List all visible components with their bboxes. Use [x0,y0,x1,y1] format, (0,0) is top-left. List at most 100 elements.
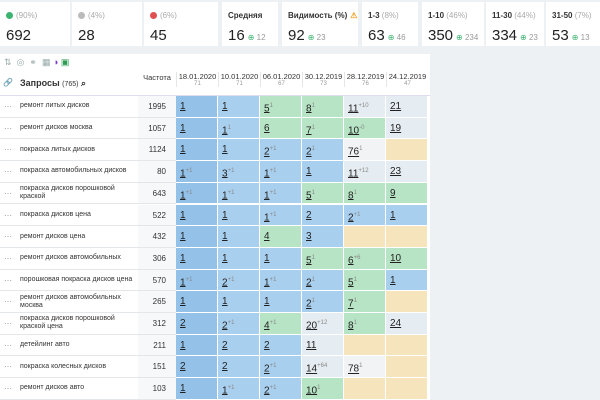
position-cell[interactable]: 1 [260,247,302,270]
row-menu[interactable]: ⋯ [0,270,16,292]
position-cell[interactable]: 1 [218,226,260,248]
position-cell[interactable]: 1 [218,291,260,313]
position-cell[interactable]: 1+1 [260,161,302,183]
row-menu[interactable]: ⋯ [0,378,16,400]
position-cell[interactable]: 1+1 [260,182,302,205]
position-cell[interactable]: 1 [176,247,218,270]
position-cell[interactable]: 51 [302,182,344,205]
position-cell[interactable]: 4 [260,226,302,248]
position-cell[interactable]: 81 [344,313,386,335]
stat-card[interactable]: (90%) 692 [0,2,70,46]
row-menu[interactable]: ⋯ [0,118,16,140]
position-cell[interactable]: 1 [386,204,428,227]
position-cell[interactable]: 21 [302,139,344,162]
query-text[interactable]: покраска дисков цена [16,205,138,227]
query-text[interactable]: ремонт дисков авто [16,378,138,400]
toolbar[interactable]: ⇅ ◎ ⚭ ▦ ◑ ▣ [4,57,70,67]
position-cell[interactable]: 2+1 [260,378,302,400]
metric-card[interactable]: 1-3 (8%) 63 ⊕ 46 [362,2,418,46]
query-text[interactable]: покраска автомобильных дисков [16,161,138,183]
position-cell[interactable]: 1+1 [260,204,302,227]
position-cell[interactable]: 2 [302,204,344,227]
row-menu[interactable]: ⋯ [0,161,16,183]
position-cell[interactable]: 51 [302,247,344,270]
date-header[interactable]: 18.01.2020 71 [176,72,218,87]
row-menu[interactable]: ⋯ [0,96,16,118]
position-cell[interactable]: 2 [176,356,218,379]
query-text[interactable]: ремонт дисков цена [16,226,138,248]
position-cell[interactable]: 1+1 [260,269,302,292]
position-cell[interactable]: 1 [176,96,218,118]
position-cell[interactable]: 4+1 [260,313,302,335]
position-cell[interactable]: 51 [260,96,302,118]
stat-card[interactable]: (6%) 45 [144,2,218,46]
position-cell[interactable]: 1+1 [176,182,218,205]
position-cell[interactable]: 11+10 [344,96,386,118]
row-menu[interactable]: ⋯ [0,335,16,357]
position-cell[interactable]: 1 [302,161,344,183]
position-cell[interactable]: 2 [218,356,260,379]
freq-header[interactable]: Частота [143,73,171,82]
position-cell[interactable]: 1+1 [218,378,260,400]
query-text[interactable]: ремонт дисков автомобильных [16,248,138,270]
position-cell[interactable]: 21 [302,269,344,292]
position-cell[interactable]: 2+1 [260,356,302,379]
row-menu[interactable]: ⋯ [0,139,16,162]
metric-card[interactable]: 1-10 (46%) 350 ⊕ 234 [422,2,484,46]
position-cell[interactable]: 51 [344,269,386,292]
metric-card[interactable]: 11-30 (44%) 334 ⊕ 23 [486,2,544,46]
position-cell[interactable]: 6+6 [344,247,386,270]
position-cell[interactable]: 2+1 [218,269,260,292]
position-cell[interactable]: 2+1 [260,139,302,162]
position-cell[interactable]: 21 [302,291,344,313]
position-cell[interactable]: 24 [386,313,428,335]
metric-card[interactable]: Средняя 16 ⊕ 12 [222,2,278,46]
row-menu[interactable]: ⋯ [0,313,16,335]
date-header[interactable]: 06.01.2020 67 [260,72,302,87]
date-header[interactable]: 28.12.2019 76 [344,72,386,87]
position-cell[interactable]: 1 [176,334,218,357]
row-menu[interactable]: ⋯ [0,226,16,248]
position-cell[interactable]: 71 [302,117,344,140]
position-cell[interactable]: 11 [302,334,344,357]
position-cell[interactable]: 1 [176,204,218,227]
position-cell[interactable]: 1 [218,96,260,118]
metric-card[interactable]: 31-50 (7%) 53 ⊕ 13 [546,2,600,46]
position-cell[interactable]: 1 [260,291,302,313]
date-header[interactable]: 10.01.2020 71 [218,72,260,87]
position-cell[interactable]: 2 [260,334,302,357]
row-menu[interactable]: ⋯ [0,205,16,227]
position-cell[interactable]: 1 [386,269,428,292]
row-menu[interactable]: ⋯ [0,291,16,313]
query-text[interactable]: ремонт литых дисков [16,96,138,118]
position-cell[interactable]: 71 [344,291,386,313]
row-menu[interactable]: ⋯ [0,248,16,270]
stat-card[interactable]: (4%) 28 [72,2,142,46]
row-menu[interactable]: ⋯ [0,356,16,379]
position-cell[interactable]: 2+1 [218,313,260,335]
query-header[interactable]: Запросы (765) ⌕ [20,78,87,88]
row-menu[interactable]: ⋯ [0,183,16,205]
position-cell[interactable]: 21 [386,96,428,118]
position-cell[interactable]: 1 [176,139,218,162]
position-cell[interactable]: 1 [218,247,260,270]
position-cell[interactable]: 2 [218,334,260,357]
position-cell[interactable]: 20+12 [302,313,344,335]
position-cell[interactable]: 1+1 [176,161,218,183]
position-cell[interactable]: 81 [302,96,344,118]
query-text[interactable]: детейлинг авто [16,335,138,357]
position-cell[interactable]: 10 [386,247,428,270]
date-header[interactable]: 30.12.2019 73 [302,72,344,87]
metric-card[interactable]: Видимость (%) ⚠ 92 ⊕ 23 [282,2,358,46]
position-cell[interactable]: 10-0 [344,117,386,140]
position-cell[interactable]: 3 [302,226,344,248]
position-cell[interactable]: 11 [218,117,260,140]
position-cell[interactable]: 1 [176,226,218,248]
query-text[interactable]: ремонт дисков москва [16,118,138,140]
position-cell[interactable]: 1 [176,291,218,313]
query-text[interactable]: ремонт дисков автомобильных москва [16,291,138,313]
position-cell[interactable]: 761 [344,139,386,162]
position-cell[interactable]: 9 [386,182,428,205]
query-text[interactable]: покраска дисков порошковой краской [16,183,138,205]
position-cell[interactable]: 6 [260,117,302,140]
